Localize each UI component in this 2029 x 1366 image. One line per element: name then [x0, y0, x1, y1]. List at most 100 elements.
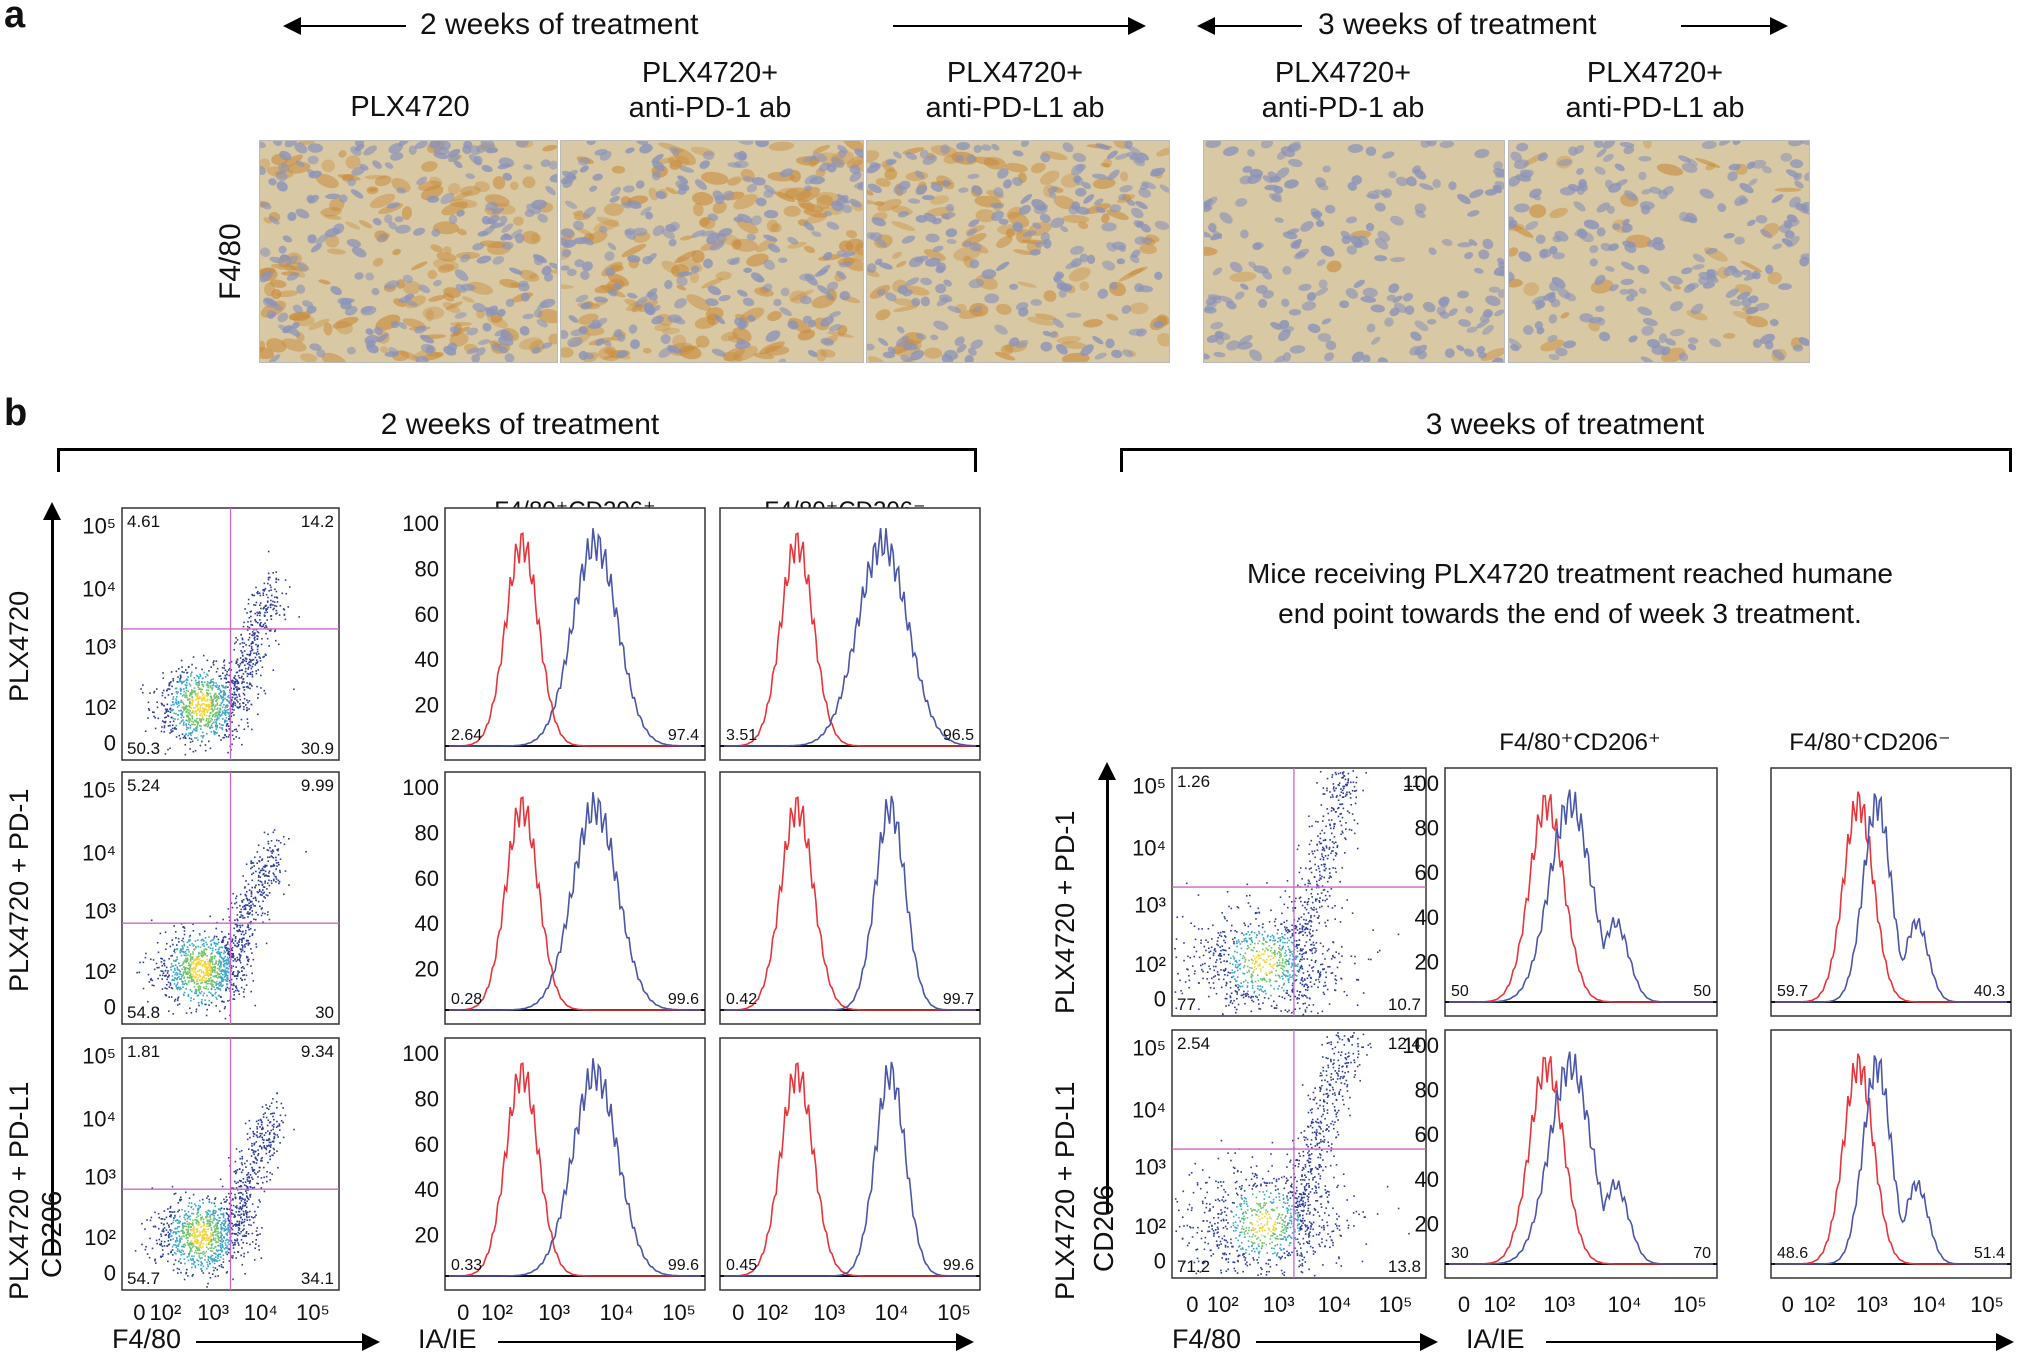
hist-y-tick: 20 [1415, 949, 1439, 974]
scatter-y-tick: 10³ [1134, 1154, 1166, 1179]
quadrant-value: 14.2 [301, 512, 334, 531]
hist-x-tick: 10² [756, 1300, 788, 1325]
col-label-text: PLX4720 [350, 91, 470, 123]
bracket-2wk-left [57, 448, 60, 472]
stain-curve [724, 527, 977, 747]
hist-left-value: 30 [1451, 1245, 1469, 1262]
quadrant-value: 30 [315, 1003, 334, 1022]
scatter-x-tick: 0 [1186, 1292, 1198, 1317]
hist-x-tick: 10³ [538, 1300, 570, 1325]
quadrant-value: 71.2 [1177, 1257, 1210, 1276]
note-text: Mice receiving PLX4720 treatment reached… [1247, 558, 1893, 629]
scatter-y-tick: 10⁴ [1132, 835, 1166, 860]
scatter-y-tick: 10⁵ [82, 1044, 116, 1069]
quadrant-value: 5.24 [127, 776, 160, 795]
histogram-3wk-cd206neg-0: 59.7 40.3 [1770, 767, 2012, 1017]
hist-x-tick: 10⁵ [662, 1300, 696, 1325]
scatter-y-tick: 10² [84, 959, 116, 984]
humane-endpoint-note: Mice receiving PLX4720 treatment reached… [1160, 554, 1980, 634]
histogram-frame [444, 771, 706, 1025]
micrograph-2wk-pdl1 [866, 140, 1170, 363]
col-label-text: PLX4720+ anti-PD-L1 ab [925, 57, 1105, 124]
hist-x-tick: 10⁵ [1970, 1292, 2004, 1317]
histogram-frame [719, 1037, 981, 1291]
panel-b-3wk-header: 3 weeks of treatment [1425, 408, 1705, 441]
scatter-y-tick: 0 [1154, 1249, 1166, 1274]
header-arrow-line [1681, 25, 1771, 27]
scatter-y-tick: 10² [84, 695, 116, 720]
scatter-frame [1171, 767, 1427, 1017]
col-label-text: PLX4720+ anti-PD-L1 ab [1565, 57, 1745, 124]
hist-x-tick: 0 [1782, 1292, 1794, 1317]
scatter-y-tick: 10³ [84, 635, 116, 660]
quadrant-value: 11 [1403, 772, 1421, 791]
scatter-y-tick: 10³ [84, 899, 116, 924]
panel-b-letter: b [4, 392, 28, 434]
scatter-y-tick: 10⁵ [82, 514, 116, 539]
quadrant-value: 54.7 [127, 1269, 160, 1288]
hist-left-value: 0.45 [726, 1257, 757, 1274]
scatter-x-tick: 10³ [197, 1300, 229, 1325]
hist-right-value: 99.6 [668, 991, 699, 1008]
scatter-y-tick: 10² [84, 1225, 116, 1250]
histogram-2wk-cd206pos-0: 2.64 97.4 [444, 507, 706, 761]
scatter-y-tick: 10⁴ [82, 841, 116, 866]
quadrant-value: 30.9 [301, 739, 334, 758]
arrow-up-icon [1098, 762, 1116, 780]
quadrant-value: 50.3 [127, 739, 160, 758]
stain-curve [1449, 789, 1713, 1003]
scatter-x-tick: 10⁵ [296, 1300, 330, 1325]
histogram-frame [719, 771, 981, 1025]
hist-y-tick: 20 [1415, 1211, 1439, 1236]
hist-y-tick: 80 [415, 556, 439, 581]
quadrant-value: 9.99 [301, 776, 334, 795]
hist-y-tick: 100 [402, 1041, 439, 1066]
scatter-y-tick: 10² [1134, 1214, 1166, 1239]
hist-y-tick: 40 [415, 911, 439, 936]
histogram-frame [719, 507, 981, 761]
arrow-right-icon [1770, 17, 1788, 35]
hist-y-tick: 20 [415, 957, 439, 982]
iaie-axis-arrow-2wk [498, 1341, 958, 1343]
f480-axis-arrow-3wk [1256, 1341, 1422, 1343]
hist-title-cd206neg-3wk: F4/80⁺CD206⁻ [1789, 729, 1951, 756]
hist-y-tick: 40 [1415, 1167, 1439, 1192]
quadrant-value: 13.8 [1388, 1257, 1421, 1276]
hist-y-tick: 40 [415, 1177, 439, 1202]
quadrant-value: 12.4 [1388, 1034, 1421, 1053]
scatter-y-tick: 10² [1134, 952, 1166, 977]
isotype-curve [449, 532, 701, 747]
stain-curve [449, 528, 701, 747]
hist-y-tick: 100 [402, 511, 439, 536]
hist-x-tick: 10³ [1856, 1292, 1888, 1317]
quadrant-value: 54.8 [127, 1003, 160, 1022]
hist-x-tick: 10⁴ [600, 1300, 634, 1325]
col-label-1: PLX4720 [260, 90, 560, 125]
arrow-right-icon [1996, 1333, 2014, 1351]
hist-title-cd206pos-3wk: F4/80⁺CD206⁺ [1499, 729, 1661, 756]
hist-x-tick: 10² [481, 1300, 513, 1325]
hist-right-value: 50 [1693, 983, 1711, 1000]
col-label-text: PLX4720+ anti-PD-1 ab [1261, 57, 1425, 124]
hist-x-tick: 10⁵ [937, 1300, 971, 1325]
micrograph-2wk-pd1 [560, 140, 864, 363]
hist-x-tick: 10⁴ [1608, 1292, 1642, 1317]
histogram-frame [444, 507, 706, 761]
arrow-right-icon [362, 1333, 380, 1351]
hist-left-value: 50 [1451, 983, 1469, 1000]
iaie-axis-label-3wk: IA/IE [1466, 1324, 1525, 1354]
hist-y-tick: 100 [402, 775, 439, 800]
hist-y-tick: 60 [415, 866, 439, 891]
f480-axis-label-2wk: F4/80 [112, 1324, 182, 1354]
micrograph-2wk-plx4720 [259, 140, 558, 363]
hist-right-value: 40.3 [1974, 983, 2005, 1000]
histogram-frame [1770, 1029, 2012, 1279]
header-arrow-line [1212, 25, 1302, 27]
arrow-right-icon [956, 1333, 974, 1351]
hist-right-value: 99.6 [943, 1257, 974, 1274]
scatter-y-tick: 0 [104, 1260, 116, 1285]
hist-x-tick: 10³ [813, 1300, 845, 1325]
hist-y-tick: 80 [415, 1086, 439, 1111]
histogram-frame [444, 1037, 706, 1291]
hist-y-tick: 60 [415, 1132, 439, 1157]
